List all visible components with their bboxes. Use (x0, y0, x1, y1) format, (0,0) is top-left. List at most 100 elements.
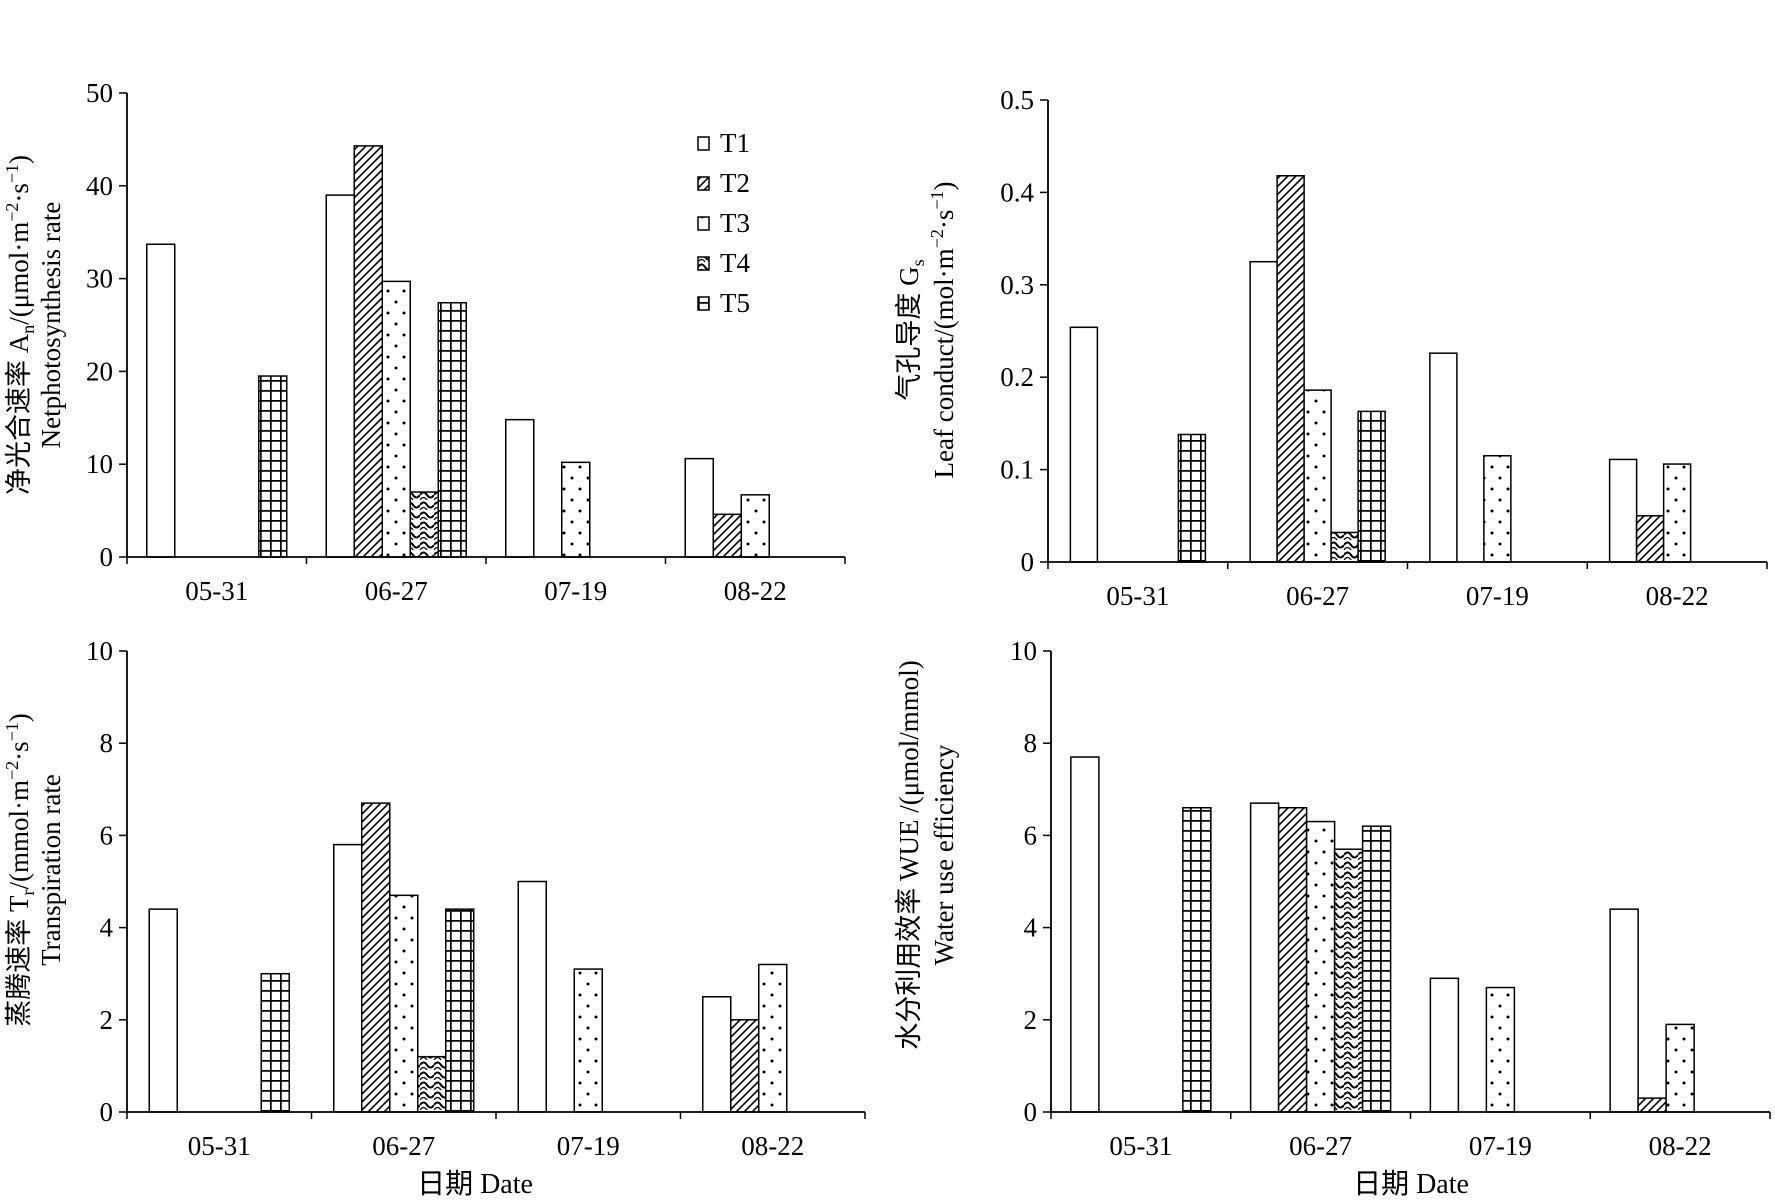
legend-swatch-t5 (697, 296, 710, 311)
legend-label-t3: T3 (720, 208, 750, 238)
bar-t5-06-27 (437, 301, 467, 558)
bar-t5-05-31 (258, 375, 288, 558)
x-tick-label: 07-19 (1466, 581, 1529, 611)
bar-t3-07-19 (561, 461, 591, 558)
y-axis-label: 蒸腾速率 Tr/(mmol·m−2·s−1) Transpiration rat… (2, 713, 66, 1027)
y-tick-label: 0 (100, 1097, 114, 1127)
y-tick-label: 0.1 (1000, 455, 1034, 485)
y-axis-unit-sup2: −1 (927, 191, 947, 210)
y-axis-label-zh: 气孔导度 G (894, 266, 924, 400)
bar-t5-05-31 (1177, 433, 1207, 563)
x-tick-label: 06-27 (372, 1131, 435, 1161)
y-tick-label: 10 (1010, 636, 1037, 666)
y-tick-label: 30 (86, 264, 113, 294)
panel-transpiration: 05-31 06-27 07-19 08-22 0 2 4 6 8 10 蒸腾速率 Tr/(mmo… (2, 636, 866, 1200)
panel-leaf-conductance: 05-31 06-27 07-19 08-22 0 0.1 0.2 0.3 0.4 0.5 气孔导… (894, 85, 1768, 611)
y-axis-unit-mid: ·s (4, 183, 34, 203)
bar-t1-06-27 (333, 843, 363, 1113)
y-tick-label: 20 (86, 356, 113, 386)
svg-text:Leaf conduct/(mol·m−2·s−1): Leaf conduct/(mol·m−2·s−1) (927, 182, 959, 479)
bar-t5-06-27 (1361, 825, 1392, 1113)
bar-t2-08-22 (730, 1019, 760, 1113)
y-axis-label-zh: 净光合速率 A (4, 333, 34, 495)
y-axis-label: 气孔导度 Gs Leaf conduct/(mol·m−2·s−1) (894, 182, 959, 479)
y-tick-label: 0.2 (1000, 362, 1034, 392)
x-tick-label: 06-27 (1289, 1131, 1352, 1161)
y-axis-unit-sup2: −1 (2, 164, 22, 183)
y-axis-unit-sup1: −2 (927, 229, 947, 248)
svg-text:气孔导度 Gs: 气孔导度 Gs (894, 259, 928, 400)
y-tick-label: 4 (1024, 913, 1038, 943)
svg-text:蒸腾速率 Tr/(mmol·m−2·s−1): 蒸腾速率 Tr/(mmol·m−2·s−1) (2, 713, 38, 1027)
y-axis-unit-sup1: −2 (2, 203, 22, 222)
legend-label-t4: T4 (720, 248, 750, 278)
bar-t1-05-31 (1070, 756, 1100, 1113)
bar-t1-05-31 (146, 243, 176, 558)
bar-t1-08-22 (684, 457, 714, 558)
bar-t3-07-19 (1483, 454, 1512, 563)
x-tick-label: 08-22 (741, 1131, 804, 1161)
x-tick-label: 07-19 (544, 576, 607, 606)
y-tick-label: 0.3 (1000, 270, 1034, 300)
bar-t2-06-27 (353, 145, 383, 558)
x-tick-label: 07-19 (1469, 1131, 1532, 1161)
x-tick-label: 05-31 (185, 576, 248, 606)
bar-t3-08-22 (758, 963, 788, 1113)
legend-label-t2: T2 (720, 168, 750, 198)
svg-text:净光合速率 An/(μmol·m−2·s−1): 净光合速率 An/(μmol·m−2·s−1) (2, 155, 38, 495)
x-axis-label: 日期 Date (1353, 1169, 1469, 1200)
y-axis-label-zh: 水分利用效率 WUE /(μmol/mmol) (894, 660, 924, 1049)
bar-t5-06-27 (1357, 410, 1386, 563)
y-axis-label-zh: 蒸腾速率 T (4, 895, 34, 1027)
bar-t1-08-22 (1608, 458, 1638, 563)
y-tick-label: 4 (100, 913, 114, 943)
bar-t2-08-22 (1637, 1097, 1667, 1113)
bar-t3-07-19 (573, 968, 603, 1113)
bar-t2-08-22 (1635, 515, 1665, 563)
y-axis-label-en: Transpiration rate (36, 774, 66, 966)
y-tick-label: 8 (100, 728, 114, 758)
bar-t5-06-27 (445, 908, 475, 1113)
bar-t1-06-27 (1249, 260, 1278, 563)
y-tick-label: 50 (86, 78, 113, 108)
bar-t1-07-19 (505, 418, 535, 558)
bar-t3-08-22 (740, 494, 770, 558)
x-tick-label: 05-31 (1106, 581, 1169, 611)
bar-t3-06-27 (1305, 820, 1336, 1113)
bar-t2-08-22 (712, 513, 742, 558)
bar-t4-06-27 (1333, 848, 1364, 1113)
bar-t5-05-31 (260, 972, 290, 1113)
bar-t1-05-31 (1069, 326, 1099, 563)
bar-t4-06-27 (409, 491, 439, 558)
y-tick-label: 0 (1021, 547, 1035, 577)
legend-swatch-t1 (697, 136, 710, 151)
y-tick-label: 8 (1024, 728, 1038, 758)
y-axis-label-sub: r (18, 890, 38, 896)
y-tick-label: 10 (86, 636, 113, 666)
bar-t1-05-31 (148, 908, 178, 1113)
bar-t3-06-27 (381, 280, 411, 558)
legend-label-t5: T5 (720, 288, 750, 318)
bar-t1-08-22 (1609, 908, 1639, 1113)
plot-area: 05-31 06-27 07-19 08-22 0 2 4 6 8 10 (1010, 636, 1771, 1161)
y-tick-label: 0 (1024, 1097, 1038, 1127)
bar-t1-07-19 (517, 880, 547, 1113)
bar-t3-08-22 (1662, 463, 1692, 563)
x-tick-label: 05-31 (188, 1131, 251, 1161)
y-axis-label-en-unit: Leaf conduct/(mol·m (929, 248, 959, 478)
bar-t1-07-19 (1429, 977, 1460, 1113)
y-tick-label: 0.4 (1000, 177, 1034, 207)
bar-t1-08-22 (702, 996, 732, 1113)
plot-area: 05-31 06-27 07-19 08-22 0 10 20 30 40 50 (86, 78, 846, 606)
y-axis-unit-end: ) (929, 182, 959, 191)
x-tick-label: 08-22 (1649, 1131, 1712, 1161)
y-tick-label: 10 (86, 449, 113, 479)
panel-water-use-efficiency: 05-31 06-27 07-19 08-22 0 2 4 6 8 10 水分利用效率 WUE /… (894, 636, 1771, 1200)
bar-t2-06-27 (361, 802, 391, 1113)
y-axis-unit: /(μmol·m (4, 222, 34, 325)
bar-t4-06-27 (1330, 531, 1359, 563)
bar-t4-06-27 (417, 1055, 447, 1113)
legend-swatch-t4 (697, 256, 710, 271)
y-axis-label-en: Water use efficiency (929, 744, 959, 965)
bar-t5-05-31 (1182, 806, 1212, 1113)
